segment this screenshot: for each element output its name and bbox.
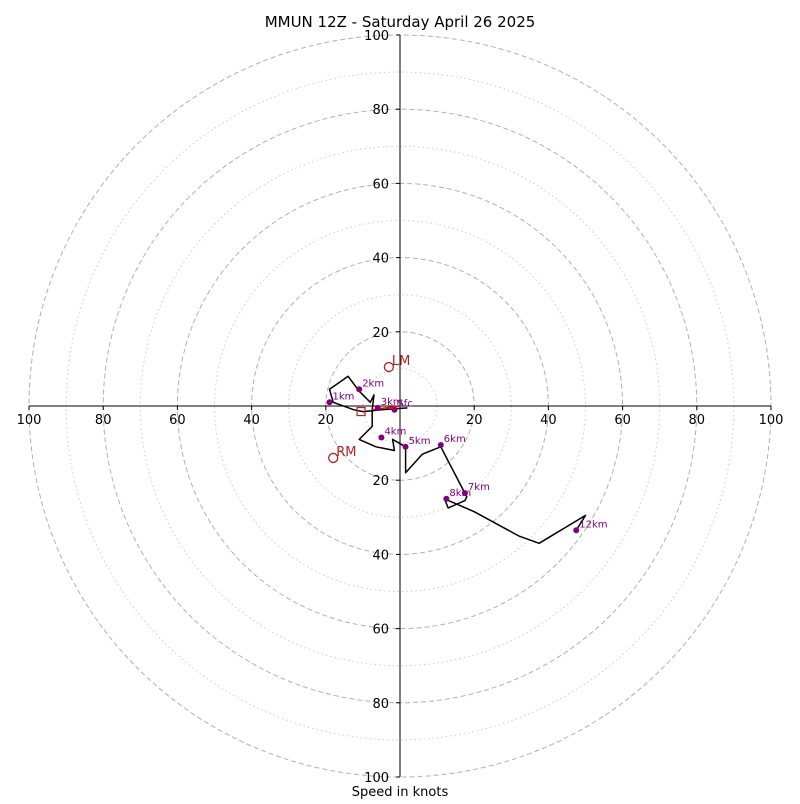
height-point-sfc — [391, 406, 398, 413]
tick-label-left-80: 80 — [95, 413, 112, 428]
height-point-1km — [326, 399, 333, 406]
tick-label-top-100: 100 — [364, 29, 389, 44]
height-label-6km: 6km — [444, 434, 466, 445]
height-label-sfc: Sfc — [397, 399, 412, 410]
tick-label-left-100: 100 — [17, 413, 42, 428]
tick-labels: 20 20 20 20 40 40 40 40 60 60 60 60 80 80 80 80 100 100 10… — [17, 29, 784, 786]
tick-label-left-60: 60 — [169, 413, 186, 428]
tick-label-top-40: 40 — [372, 252, 389, 267]
tick-label-bottom-100: 100 — [364, 771, 389, 786]
chart-title: MMUN 12Z - Saturday April 26 2025 — [265, 13, 536, 31]
height-label-1km: 1km — [333, 391, 355, 402]
height-point-7km — [461, 490, 468, 497]
height-point-12km — [573, 527, 580, 534]
x-axis-label: Speed in knots — [352, 785, 449, 800]
storm-label-rm: RM — [336, 445, 356, 460]
height-label-4km: 4km — [384, 427, 406, 438]
tick-label-right-80: 80 — [689, 413, 706, 428]
height-label-2km: 2km — [362, 378, 384, 389]
storm-motion-markers: LM RM — [328, 354, 410, 464]
tick-label-right-20: 20 — [466, 413, 483, 428]
tick-label-left-20: 20 — [318, 413, 335, 428]
tick-label-right-100: 100 — [759, 413, 784, 428]
height-point-6km — [437, 441, 444, 448]
height-label-7km: 7km — [468, 482, 490, 493]
storm-marker-rm — [328, 452, 339, 464]
hodograph-line — [328, 375, 587, 545]
height-point-4km — [378, 434, 385, 441]
tick-label-top-80: 80 — [372, 103, 389, 118]
tick-label-bottom-60: 60 — [372, 623, 389, 638]
mean-wind-marker — [356, 406, 366, 417]
height-point-3km — [374, 404, 381, 411]
height-point-8km — [443, 495, 450, 502]
height-label-5km: 5km — [409, 436, 431, 447]
storm-label-lm: LM — [392, 354, 410, 369]
tick-label-bottom-20: 20 — [372, 474, 389, 489]
tick-label-bottom-40: 40 — [372, 548, 389, 563]
tick-label-top-60: 60 — [372, 177, 389, 192]
tick-label-left-40: 40 — [243, 413, 260, 428]
storm-marker-lm — [383, 361, 395, 373]
tick-label-right-40: 40 — [540, 413, 557, 428]
tick-label-right-60: 60 — [614, 413, 631, 428]
height-label-3km: 3km — [381, 397, 403, 408]
tick-label-top-20: 20 — [372, 326, 389, 341]
hodograph-trace — [328, 375, 587, 545]
height-point-5km — [402, 443, 409, 450]
height-label-12km: 12km — [579, 519, 607, 530]
height-label-8km: 8km — [449, 488, 471, 499]
height-point-2km — [356, 386, 363, 393]
tick-label-bottom-80: 80 — [372, 697, 389, 712]
